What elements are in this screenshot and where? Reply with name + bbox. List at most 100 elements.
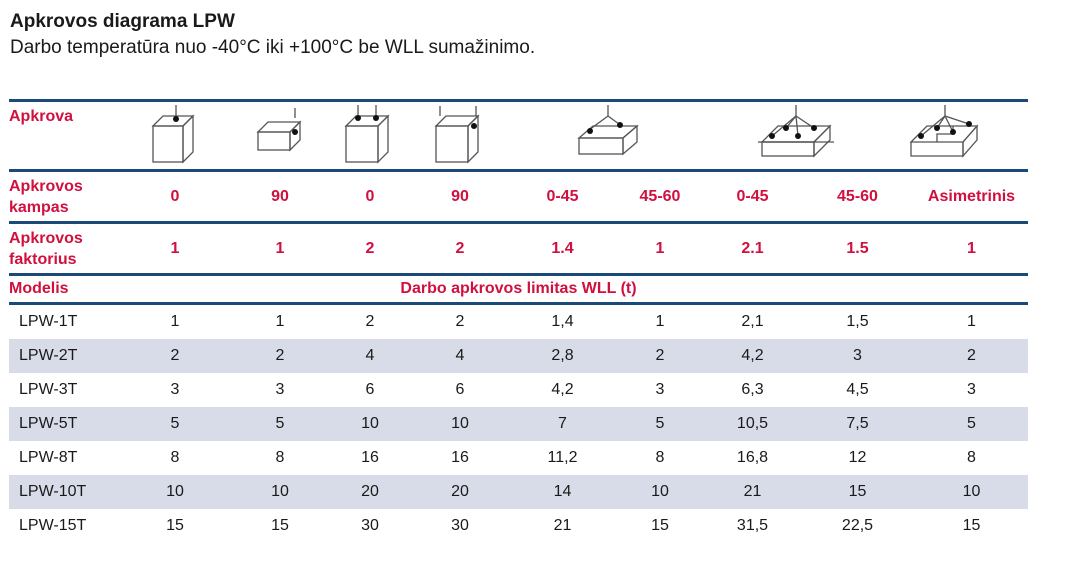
wll-cell: 5 xyxy=(170,415,180,432)
wll-cell: 14 xyxy=(553,483,572,500)
wll-cell: 10 xyxy=(361,415,379,432)
factor-value: 1 xyxy=(967,239,976,257)
wll-cell: 15 xyxy=(271,517,289,534)
single-point-side-lift-icon xyxy=(230,102,330,169)
wll-cell: 15 xyxy=(848,483,867,500)
angle-value: 90 xyxy=(271,187,289,205)
factor-value: 2.1 xyxy=(741,239,764,257)
wll-cell: 3 xyxy=(275,381,285,398)
wll-cell: 7,5 xyxy=(846,415,869,432)
table-rule xyxy=(9,273,1028,276)
angle-value: 45-60 xyxy=(837,187,878,205)
model-cell: LPW-10T xyxy=(19,483,87,500)
wll-cell: 5 xyxy=(967,415,976,432)
factor-value: 1.4 xyxy=(551,239,574,257)
wll-cell: 3 xyxy=(853,347,862,364)
wll-cell: 16 xyxy=(361,449,379,466)
angle-value: 0 xyxy=(170,187,180,205)
table-rule xyxy=(9,221,1028,224)
two-leg-bridle-lift-icon xyxy=(510,102,705,169)
wll-cell: 15 xyxy=(651,517,669,534)
wll-cell: 8 xyxy=(967,449,976,466)
two-point-vertical-lift-icon xyxy=(330,102,410,169)
load-icons-row: Apkrova xyxy=(9,102,1028,169)
row-label-angle: Apkrovos kampas xyxy=(9,177,83,216)
wll-cell: 10 xyxy=(451,415,469,432)
wll-cell: 15 xyxy=(962,517,981,534)
row-label-factor: Apkrovos faktorius xyxy=(9,229,83,268)
page-subtitle: Darbo temperatūra nuo -40°C iki +100°C b… xyxy=(10,37,536,58)
wll-cell: 21 xyxy=(743,483,762,500)
angle-value: 90 xyxy=(451,187,469,205)
wll-cell: 6 xyxy=(365,381,375,398)
wll-cell: 4,2 xyxy=(741,347,764,364)
wll-cell: 8 xyxy=(655,449,665,466)
wll-cell: 10 xyxy=(962,483,981,500)
wll-cell: 2 xyxy=(455,313,465,330)
table-row: LPW-15T 15 15 30 30 21 15 31,5 22,5 15 xyxy=(9,509,1028,543)
wll-cell: 10 xyxy=(651,483,669,500)
model-cell: LPW-1T xyxy=(19,313,78,330)
wll-cell: 3 xyxy=(967,381,976,398)
wll-cell: 2 xyxy=(365,313,375,330)
angle-value: 45-60 xyxy=(639,187,681,205)
wll-cell: 4 xyxy=(455,347,465,364)
load-chart-table: Apkrova xyxy=(9,99,1028,543)
table-rule xyxy=(9,302,1028,305)
angle-value: 0-45 xyxy=(736,187,769,205)
wll-cell: 21 xyxy=(553,517,572,534)
wll-cell: 30 xyxy=(361,517,379,534)
wll-cell: 20 xyxy=(361,483,379,500)
wll-cell: 5 xyxy=(275,415,285,432)
factor-value: 1 xyxy=(170,239,180,257)
model-cell: LPW-8T xyxy=(19,449,78,466)
table-row: LPW-8T 8 8 16 16 11,2 8 16,8 12 8 xyxy=(9,441,1028,475)
wll-cell: 10,5 xyxy=(736,415,769,432)
wll-cell: 15 xyxy=(166,517,184,534)
wll-cell: 4,5 xyxy=(846,381,869,398)
table-row: LPW-5T 5 5 10 10 7 5 10,5 7,5 5 xyxy=(9,407,1028,441)
table-row: LPW-2T 2 2 4 4 2,8 2 4,2 3 2 xyxy=(9,339,1028,373)
wll-cell: 8 xyxy=(275,449,285,466)
model-header-row: Darbo apkrovos limitas WLL (t) Modelis xyxy=(9,276,1028,302)
wll-cell: 1 xyxy=(170,313,180,330)
model-cell: LPW-2T xyxy=(19,347,78,364)
load-angle-row: Apkrovos kampas 0 90 0 90 0-45 45-60 0-4… xyxy=(9,172,1028,221)
angle-value: 0 xyxy=(365,187,375,205)
wll-cell: 1 xyxy=(275,313,285,330)
four-leg-bridle-lift-icon xyxy=(705,102,890,169)
wll-cell: 20 xyxy=(451,483,469,500)
factor-value: 2 xyxy=(455,239,465,257)
wll-cell: 1,5 xyxy=(846,313,869,330)
wll-cell: 6,3 xyxy=(741,381,764,398)
table-rule xyxy=(9,169,1028,172)
wll-cell: 11,2 xyxy=(547,449,578,466)
row-label-model: Modelis xyxy=(9,280,69,297)
wll-cell: 4 xyxy=(365,347,375,364)
angle-value: Asimetrinis xyxy=(927,187,1016,205)
table-row: LPW-3T 3 3 6 6 4,2 3 6,3 4,5 3 xyxy=(9,373,1028,407)
wll-cell: 3 xyxy=(655,381,665,398)
wll-cell: 22,5 xyxy=(841,517,874,534)
wll-cell: 2,1 xyxy=(741,313,764,330)
wll-cell: 4,2 xyxy=(551,381,574,398)
wll-cell: 2 xyxy=(275,347,285,364)
wll-cell: 16,8 xyxy=(736,449,769,466)
wll-cell: 1 xyxy=(655,313,665,330)
factor-value: 1.5 xyxy=(846,239,869,257)
row-label-load: Apkrova xyxy=(9,108,74,125)
wll-cell: 2,8 xyxy=(551,347,574,364)
wll-cell: 5 xyxy=(655,415,665,432)
single-point-vertical-lift-icon xyxy=(120,102,230,169)
wll-cell: 10 xyxy=(271,483,289,500)
model-cell: LPW-3T xyxy=(19,381,78,398)
wll-cell: 10 xyxy=(166,483,184,500)
wll-cell: 1 xyxy=(967,313,976,330)
wll-cell: 8 xyxy=(170,449,180,466)
wll-cell: 31,5 xyxy=(736,517,769,534)
wll-cell: 12 xyxy=(848,449,867,466)
wll-data-rows: LPW-1T 1 1 2 2 1,4 1 2,1 1,5 1 LPW-2T 2 … xyxy=(9,305,1028,543)
wll-cell: 2 xyxy=(170,347,180,364)
factor-value: 2 xyxy=(365,239,375,257)
asymmetric-bridle-lift-icon xyxy=(890,102,1003,169)
